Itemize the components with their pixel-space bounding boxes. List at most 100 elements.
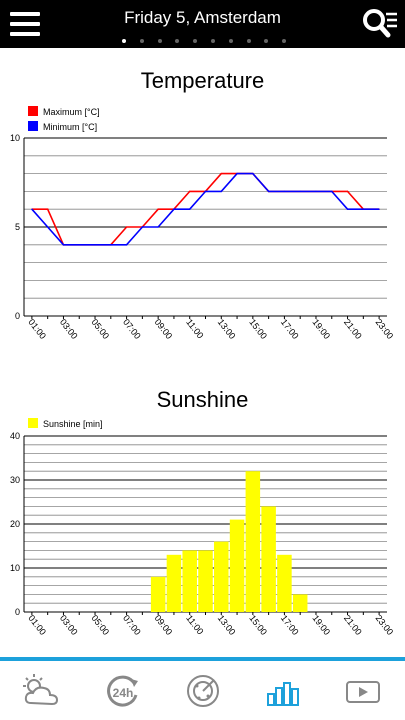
page-dot	[228, 39, 233, 43]
y-tick-label: 5	[15, 222, 20, 232]
sunshine-chart: Sunshine [min] 0 10 20 30 40 01:00 03:00 05:00 07…	[10, 418, 396, 637]
x-tick-label: 23:00	[374, 317, 396, 341]
data-point	[268, 190, 270, 192]
data-point	[299, 190, 301, 192]
data-point	[346, 208, 349, 210]
data-point	[362, 208, 364, 210]
x-tick-label: 05:00	[89, 613, 111, 637]
data-point	[110, 244, 112, 246]
sunshine-bar	[150, 576, 166, 612]
x-tick-label: 09:00	[153, 613, 175, 637]
data-point	[62, 244, 65, 246]
x-tick-label: 15:00	[247, 613, 269, 637]
sunshine-bar	[292, 594, 308, 612]
sunshine-bar	[229, 519, 245, 612]
x-tick-label: 07:00	[121, 317, 143, 341]
menu-line	[10, 12, 40, 16]
y-tick-label: 10	[10, 563, 20, 573]
data-point	[252, 173, 254, 175]
weather-icon	[23, 674, 59, 706]
y-tick-label: 20	[10, 519, 20, 529]
svg-text:24h: 24h	[113, 686, 134, 700]
legend-swatch	[28, 106, 38, 116]
x-tick-label: 19:00	[310, 317, 332, 341]
data-point	[204, 190, 207, 192]
x-tick-label: 23:00	[374, 613, 396, 637]
legend-swatch	[28, 418, 38, 428]
x-tick-label: 13:00	[216, 613, 238, 637]
data-point	[157, 226, 159, 228]
data-point	[346, 190, 349, 192]
sunshine-bar	[261, 506, 276, 612]
data-point	[283, 190, 286, 192]
page-indicator	[0, 37, 405, 45]
page-dot	[122, 39, 126, 43]
data-point	[315, 190, 317, 192]
page-dot	[211, 39, 215, 43]
24h-icon: 24h	[107, 675, 138, 707]
data-point	[157, 208, 159, 210]
page-dot	[139, 39, 144, 43]
page-dot	[193, 39, 198, 43]
temperature-chart: Maximum [°C] Minimum [°C] 0 5 10 01:00 03:00 05…	[10, 106, 396, 341]
y-tick-label: 0	[15, 607, 20, 617]
legend-label: Sunshine [min]	[43, 419, 103, 429]
sunshine-bar	[245, 471, 261, 612]
legend-label: Minimum [°C]	[43, 122, 97, 132]
x-tick-label: 21:00	[342, 613, 364, 637]
x-tick-label: 11:00	[184, 317, 205, 340]
menu-button[interactable]	[8, 9, 42, 39]
sunshine-bar	[277, 554, 292, 612]
nav-weather[interactable]	[17, 669, 67, 713]
y-tick-label: 30	[10, 475, 20, 485]
data-point	[220, 190, 222, 192]
data-point	[141, 226, 143, 228]
data-point	[78, 244, 80, 246]
legend-swatch	[28, 121, 38, 131]
data-point	[378, 208, 380, 210]
x-tick-label: 03:00	[58, 317, 80, 341]
x-tick-label: 11:00	[184, 613, 205, 636]
nav-radar[interactable]	[178, 669, 228, 713]
x-tick-label: 15:00	[247, 317, 269, 341]
data-point	[47, 208, 49, 210]
x-tick-label: 17:00	[279, 613, 301, 637]
sunshine-bar	[214, 541, 229, 612]
y-tick-label: 40	[10, 431, 20, 441]
nav-video[interactable]	[337, 669, 387, 713]
search-list-icon	[363, 9, 397, 38]
y-tick-label: 0	[15, 311, 20, 321]
sunshine-bar	[166, 554, 182, 612]
menu-line	[10, 32, 40, 36]
data-point	[125, 226, 128, 228]
data-point	[173, 208, 175, 210]
nav-24h[interactable]: 24h	[98, 669, 148, 713]
radar-icon	[187, 675, 219, 707]
search-button[interactable]	[360, 6, 400, 42]
data-point	[47, 226, 49, 228]
sunshine-chart-title: Sunshine	[156, 387, 249, 412]
page-dot	[264, 39, 269, 43]
data-point	[189, 208, 191, 210]
x-tick-label: 05:00	[89, 317, 111, 341]
charts-icon	[267, 682, 299, 706]
bottom-navigation: 24h	[0, 657, 405, 720]
x-tick-label: 09:00	[153, 317, 175, 341]
menu-line	[10, 22, 40, 26]
x-tick-label: 01:00	[26, 613, 48, 637]
page-dot	[175, 39, 180, 43]
sunshine-bar	[182, 550, 197, 612]
temperature-chart-title: Temperature	[140, 68, 265, 93]
page-dot	[246, 39, 251, 43]
x-tick-label: 13:00	[216, 317, 238, 341]
nav-charts[interactable]	[258, 669, 308, 713]
data-point	[125, 244, 128, 246]
video-icon	[346, 681, 380, 703]
data-point	[189, 190, 191, 192]
data-point	[331, 190, 333, 192]
data-point	[31, 208, 33, 210]
x-tick-label: 17:00	[279, 317, 301, 341]
sunshine-bar	[198, 550, 213, 612]
x-tick-label: 19:00	[310, 613, 332, 637]
page-dot	[282, 39, 287, 43]
